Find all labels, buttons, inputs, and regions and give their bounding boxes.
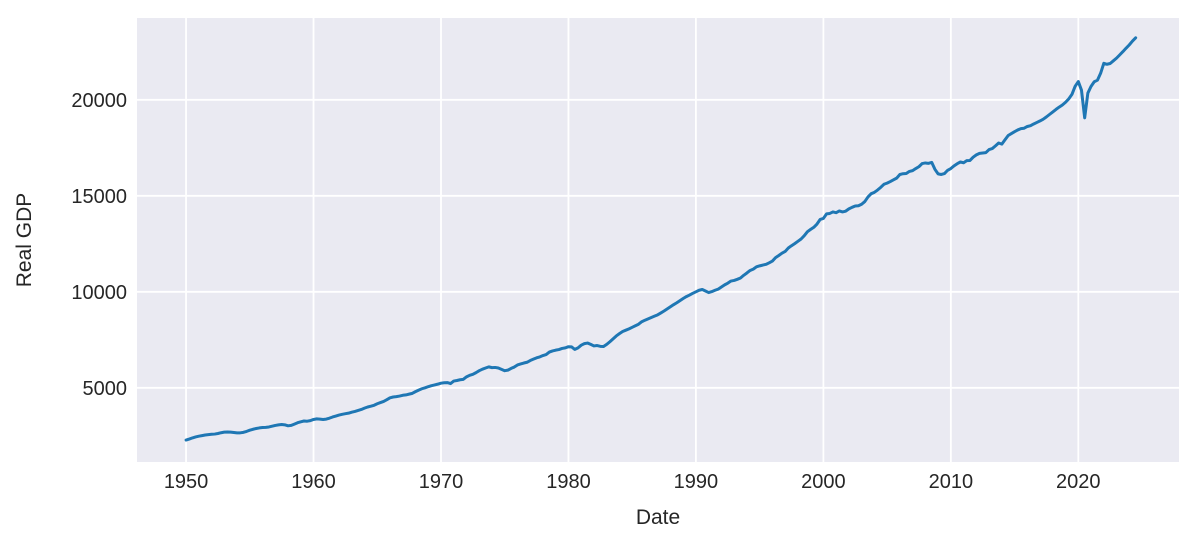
x-tick-label: 1950 [164, 471, 209, 493]
x-tick-label: 1960 [291, 471, 336, 493]
y-tick-label: 10000 [71, 282, 127, 304]
x-tick-label: 2010 [929, 471, 974, 493]
plot-background [137, 18, 1179, 462]
y-tick-label: 5000 [83, 378, 128, 400]
gdp-line [184, 36, 1138, 442]
x-tick-label: 1990 [674, 471, 719, 493]
x-axis-label: Date [635, 506, 681, 529]
x-tick-label: 1980 [546, 471, 591, 493]
y-tick-label: 20000 [71, 90, 127, 112]
y-tick-label: 15000 [71, 186, 127, 208]
x-tick-label: 2020 [1056, 471, 1101, 493]
y-axis-label: Real GDP [13, 192, 36, 288]
x-tick-label: 2000 [801, 471, 846, 493]
x-tick-label: 1970 [419, 471, 464, 493]
